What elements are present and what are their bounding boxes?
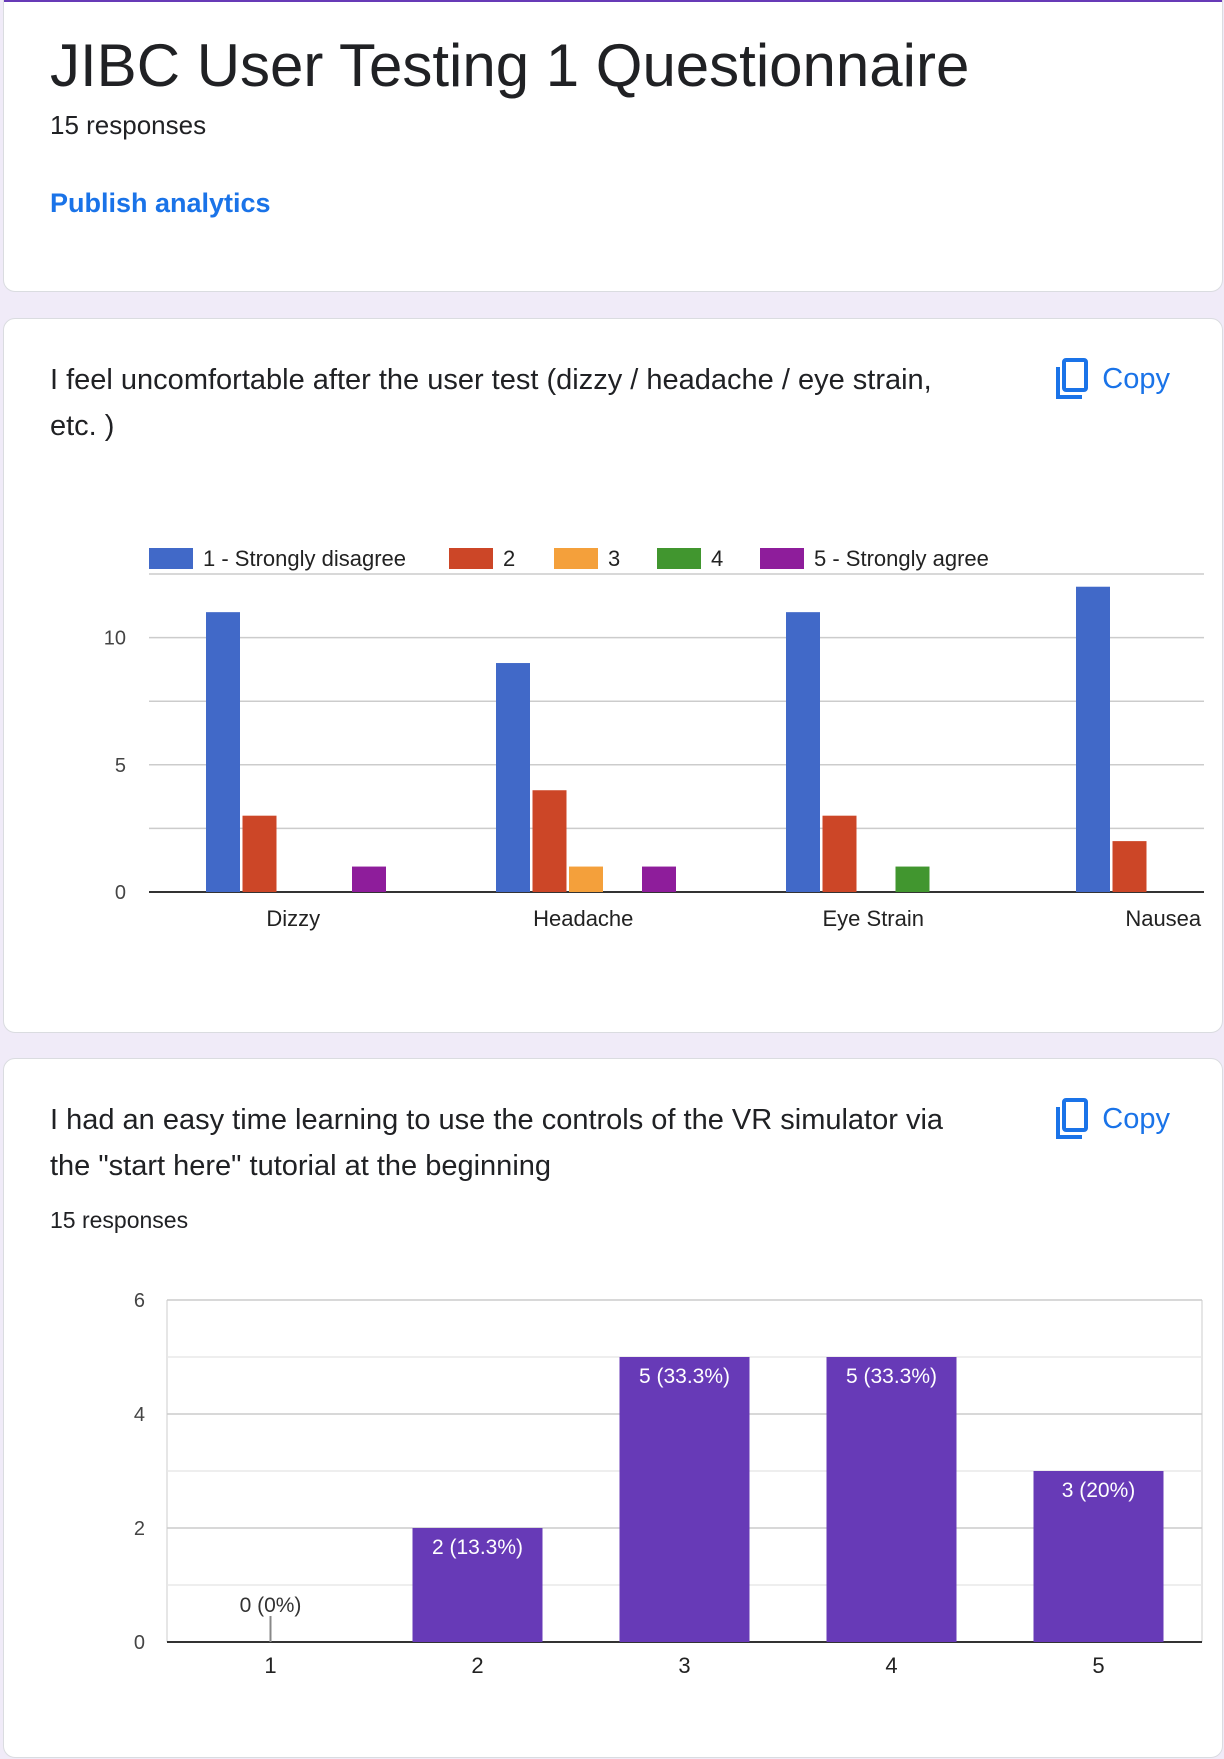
grouped-bar-chart: 0 5 10 1 - Strongly disagree 2 3 4 5 - Strongly… bbox=[104, 546, 1204, 931]
x-category-label: Dizzy bbox=[266, 906, 320, 931]
y-tick-label: 0 bbox=[134, 1632, 145, 1654]
bar bbox=[496, 663, 530, 892]
question-responses-count: 15 responses bbox=[50, 1207, 189, 1233]
legend-swatch bbox=[149, 548, 193, 569]
bar bbox=[569, 866, 603, 892]
bar bbox=[1112, 841, 1147, 892]
question-card-1: I feel uncomfortable after the user test… bbox=[3, 318, 1223, 1033]
bar bbox=[826, 1357, 957, 1642]
x-category-label: 2 bbox=[471, 1653, 483, 1678]
x-category-label: 3 bbox=[678, 1653, 690, 1678]
bar bbox=[352, 866, 386, 892]
legend-swatch bbox=[657, 548, 701, 569]
question-card-2: I had an easy time learning to use the c… bbox=[3, 1058, 1223, 1758]
bar bbox=[895, 866, 930, 892]
bar bbox=[412, 1528, 543, 1642]
bar bbox=[1076, 586, 1110, 892]
legend-label: 4 bbox=[711, 546, 723, 571]
legend-label: 5 - Strongly agree bbox=[814, 546, 989, 571]
legend-label: 1 - Strongly disagree bbox=[203, 546, 406, 571]
copy-chart-button-2[interactable]: Copy bbox=[1052, 1097, 1170, 1141]
copy-chart-button-1[interactable]: Copy bbox=[1052, 357, 1170, 401]
bar bbox=[619, 1357, 750, 1642]
data-label: 5 (33.3%) bbox=[639, 1365, 730, 1388]
y-tick-label: 5 bbox=[115, 755, 126, 777]
legend-swatch bbox=[554, 548, 598, 569]
form-title: JIBC User Testing 1 Questionnaire bbox=[50, 32, 970, 99]
data-label: 0 (0%) bbox=[240, 1594, 302, 1617]
x-category-label: Nausea bbox=[1125, 906, 1202, 931]
x-category-label: 5 bbox=[1092, 1653, 1104, 1678]
form-header-card: JIBC User Testing 1 Questionnaire 15 res… bbox=[3, 0, 1223, 292]
legend-label: 3 bbox=[608, 546, 620, 571]
y-tick-label: 6 bbox=[134, 1290, 145, 1312]
bar bbox=[206, 612, 240, 892]
x-category-label: Headache bbox=[533, 906, 633, 931]
y-tick-label: 10 bbox=[104, 628, 126, 650]
y-tick-label: 4 bbox=[134, 1404, 145, 1426]
y-tick-label: 2 bbox=[134, 1518, 145, 1540]
data-label: 5 (33.3%) bbox=[846, 1365, 937, 1388]
legend-swatch bbox=[760, 548, 804, 569]
question-title-2: I had an easy time learning to use the c… bbox=[50, 1104, 944, 1182]
question-title-1: I feel uncomfortable after the user test… bbox=[50, 364, 932, 442]
bar-chart: 0 2 4 6 0 (0%) 1 2 (13.3%) 2 5 (33.3%) 3 5 (33.3%)… bbox=[134, 1290, 1203, 1678]
bar bbox=[242, 815, 277, 892]
x-category-label: Eye Strain bbox=[823, 906, 925, 931]
x-category-label: 1 bbox=[264, 1653, 276, 1678]
data-label: 3 (20%) bbox=[1062, 1479, 1136, 1502]
x-category-label: 4 bbox=[885, 1653, 897, 1678]
copy-icon bbox=[1052, 1097, 1090, 1141]
data-label: 2 (13.3%) bbox=[432, 1536, 523, 1559]
copy-label: Copy bbox=[1102, 362, 1170, 395]
bar bbox=[642, 866, 676, 892]
responses-count: 15 responses bbox=[50, 110, 207, 140]
copy-label: Copy bbox=[1102, 1102, 1170, 1135]
bar bbox=[786, 612, 820, 892]
y-tick-label: 0 bbox=[115, 882, 126, 904]
legend-label: 2 bbox=[503, 546, 515, 571]
copy-icon bbox=[1052, 357, 1090, 401]
legend-swatch bbox=[449, 548, 493, 569]
bar bbox=[1033, 1471, 1164, 1642]
bar bbox=[532, 790, 567, 892]
bar bbox=[822, 815, 857, 892]
publish-analytics-link[interactable]: Publish analytics bbox=[50, 188, 271, 218]
